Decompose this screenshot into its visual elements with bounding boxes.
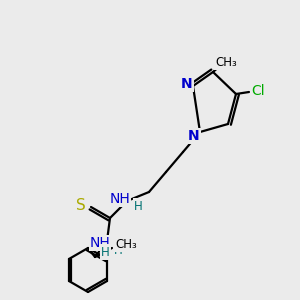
Text: S: S — [76, 197, 86, 212]
Text: NH: NH — [110, 192, 130, 206]
Text: Cl: Cl — [251, 84, 265, 98]
Text: H: H — [100, 245, 109, 259]
Text: CH₃: CH₃ — [115, 238, 137, 250]
Text: NH: NH — [90, 236, 110, 250]
Text: N: N — [188, 129, 200, 143]
Text: CH₃: CH₃ — [215, 56, 237, 68]
Text: N: N — [181, 77, 193, 91]
Text: H: H — [134, 200, 142, 212]
Text: H: H — [114, 244, 122, 256]
